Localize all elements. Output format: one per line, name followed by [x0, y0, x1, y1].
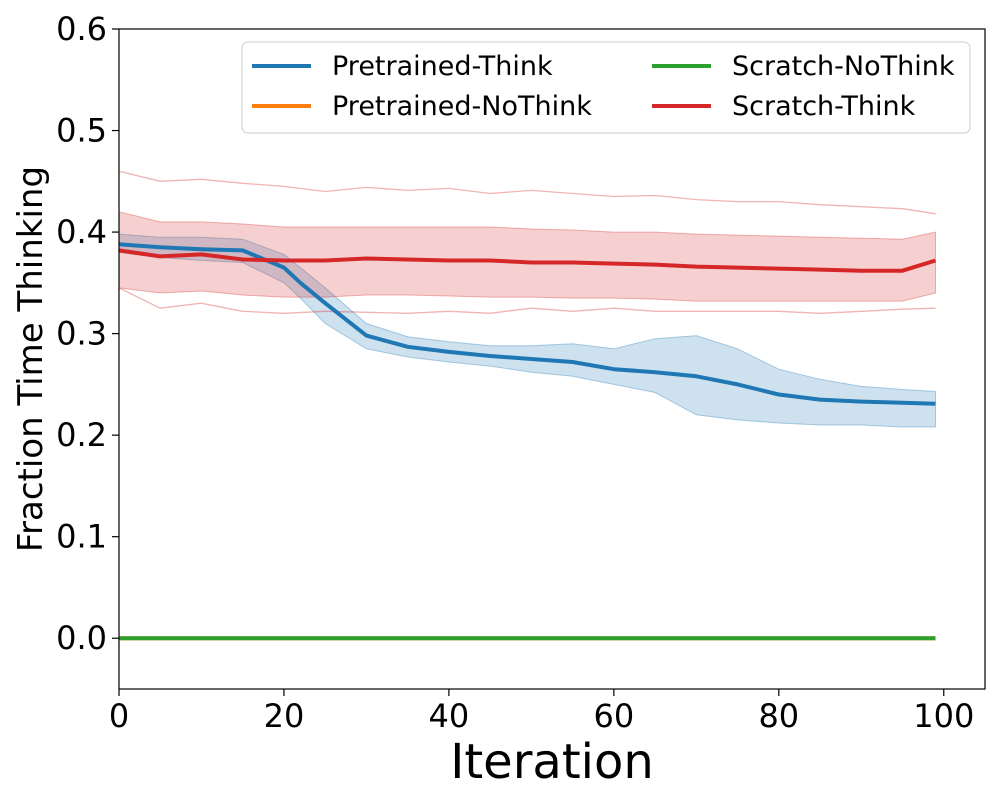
- line-scratch-think: [118, 248, 937, 273]
- x-tick-label-60: 60: [593, 697, 634, 735]
- y-tick-label-0.6: 0.6: [56, 10, 107, 48]
- legend-label-scratch-think: Scratch-Think: [732, 91, 916, 122]
- plot-frame: [118, 28, 986, 690]
- individual-runs: [118, 170, 936, 314]
- band-pretrained-think: [118, 233, 936, 428]
- x-axis-ticks: 0 20 40 60 80 100: [109, 689, 974, 735]
- run-scratch-think-1: [118, 287, 936, 314]
- legend: Pretrained-Think Scratch-NoThink Pretrai…: [241, 41, 971, 134]
- y-axis-title: Fraction Time Thinking: [11, 166, 51, 552]
- y-tick-label-0.4: 0.4: [56, 213, 107, 251]
- legend-label-pretrained-think: Pretrained-Think: [332, 51, 553, 82]
- y-tick-label-0.3: 0.3: [56, 315, 107, 353]
- y-axis-ticks: 0.0 0.1 0.2 0.3 0.4 0.5 0.6: [56, 10, 119, 657]
- x-tick-label-0: 0: [109, 697, 129, 735]
- x-tick-label-40: 40: [429, 697, 470, 735]
- band-scratch-think: [118, 211, 936, 302]
- confidence-bands: [118, 211, 936, 428]
- x-tick-label-100: 100: [913, 697, 974, 735]
- x-tick-label-20: 20: [264, 697, 305, 735]
- legend-box: [241, 41, 971, 134]
- y-tick-label-0.5: 0.5: [56, 112, 107, 150]
- run-scratch-think-0: [118, 170, 936, 215]
- legend-label-pretrained-nothink: Pretrained-NoThink: [332, 91, 592, 122]
- y-tick-label-0.2: 0.2: [56, 416, 107, 454]
- x-axis-title: Iteration: [450, 734, 654, 790]
- legend-label-scratch-nothink: Scratch-NoThink: [732, 51, 955, 82]
- series-lines: [118, 242, 937, 641]
- x-tick-label-80: 80: [758, 697, 799, 735]
- y-tick-label-0.1: 0.1: [56, 518, 107, 556]
- y-tick-label-0.0: 0.0: [56, 619, 107, 657]
